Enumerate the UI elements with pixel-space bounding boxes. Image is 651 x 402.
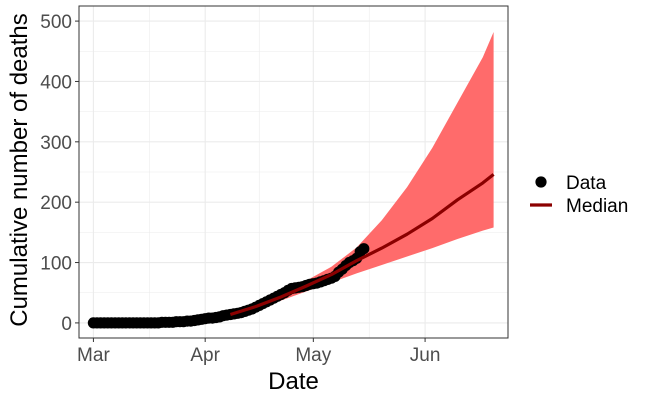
y-tick-label: 300	[40, 133, 72, 154]
y-tick-label: 500	[40, 12, 72, 33]
y-tick-label: 400	[40, 72, 72, 93]
legend-data-label: Data	[566, 173, 607, 194]
x-tick-label: Jun	[410, 345, 441, 366]
y-tick-label: 0	[61, 314, 72, 335]
y-tick-label: 200	[40, 193, 72, 214]
y-axis-title: Cumulative number of deaths	[6, 13, 33, 327]
plot-panel	[78, 5, 509, 339]
legend-data-marker	[535, 176, 547, 188]
x-tick-label: Mar	[77, 345, 110, 366]
y-tick-label: 100	[40, 254, 72, 275]
x-tick-label: May	[295, 345, 331, 366]
x-axis-title: Date	[268, 368, 319, 395]
data-point	[358, 243, 370, 255]
x-axis: Mar Apr May Jun	[77, 338, 440, 366]
x-tick-label: Apr	[190, 345, 220, 366]
y-axis: 0 100 200 300 400 500	[40, 12, 79, 335]
credible-interval-band	[230, 32, 494, 316]
legend: Data Median	[530, 173, 628, 217]
median-line	[229, 173, 495, 317]
minor-gridlines	[79, 6, 508, 338]
panel-border	[78, 5, 509, 339]
legend-median-label: Median	[566, 196, 628, 217]
